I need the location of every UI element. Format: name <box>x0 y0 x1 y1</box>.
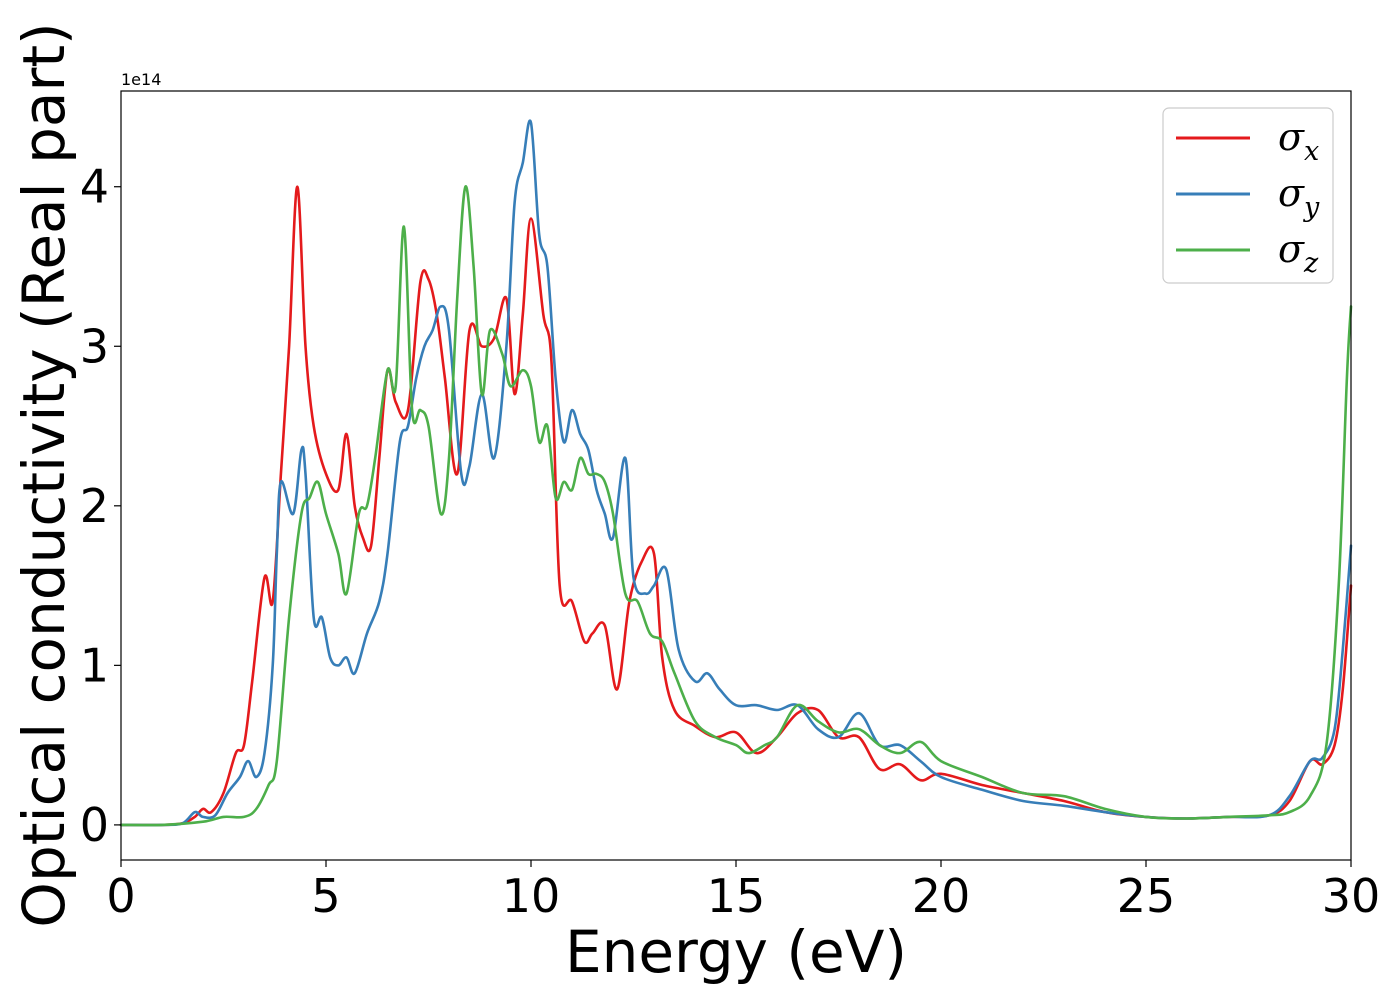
y-tick-label: 4 <box>80 160 109 214</box>
x-axis-label: Energy (eV) <box>565 918 907 986</box>
x-tick-label: 5 <box>311 869 340 923</box>
x-tick-label: 30 <box>1322 869 1381 923</box>
x-tick-label: 20 <box>912 869 971 923</box>
y-tick-label: 2 <box>80 479 109 533</box>
legend-symbol: σ <box>1278 115 1305 159</box>
legend-label-x: σx <box>1278 115 1319 167</box>
series-layer <box>119 119 1353 827</box>
legend-symbol: σ <box>1278 171 1305 215</box>
y-tick-label: 1 <box>80 638 109 692</box>
series-line-y <box>119 119 1353 827</box>
series-line-z <box>119 185 1353 827</box>
x-axis-ticks: 0 5 10 15 20 25 30 <box>106 860 1380 923</box>
x-tick-label: 0 <box>106 869 135 923</box>
legend-label-y: σy <box>1278 171 1320 223</box>
x-tick-label: 15 <box>707 869 766 923</box>
legend-subscript: z <box>1303 248 1319 279</box>
legend-subscript: x <box>1304 136 1319 167</box>
y-tick-label: 3 <box>80 319 109 373</box>
legend-label-z: σz <box>1278 227 1319 279</box>
y-tick-label: 0 <box>80 798 109 852</box>
y-offset-label: 1e14 <box>121 70 161 89</box>
y-axis-ticks: 0 1 2 3 4 <box>80 160 121 852</box>
legend-subscript: y <box>1303 192 1320 223</box>
series-line-x <box>119 185 1353 827</box>
legend-symbol: σ <box>1278 227 1305 271</box>
x-tick-label: 25 <box>1117 869 1176 923</box>
x-tick-label: 10 <box>502 869 561 923</box>
y-axis-label: Optical conductivity (Real part) <box>10 22 78 927</box>
